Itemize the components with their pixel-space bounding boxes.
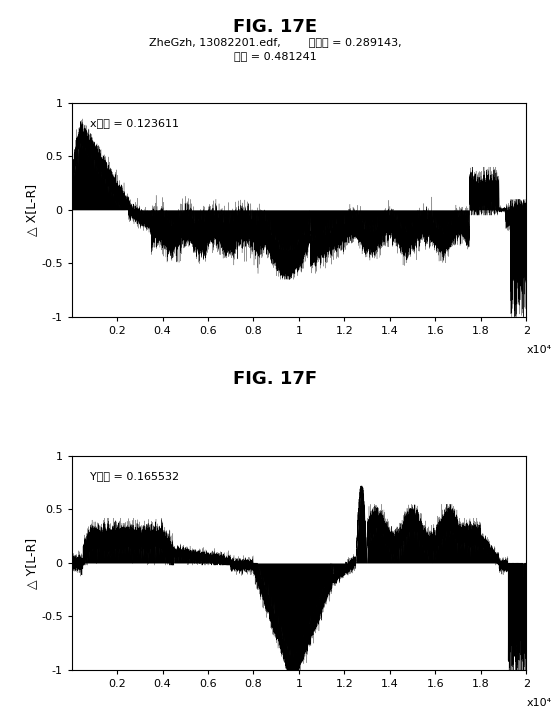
Text: Y分散 = 0.165532: Y分散 = 0.165532 bbox=[90, 471, 179, 481]
Y-axis label: △ X[L-R]: △ X[L-R] bbox=[25, 184, 38, 236]
Y-axis label: △ Y[L-R]: △ Y[L-R] bbox=[25, 537, 38, 588]
Text: x10⁴: x10⁴ bbox=[526, 698, 551, 708]
Text: 相関 = 0.481241: 相関 = 0.481241 bbox=[234, 51, 317, 61]
Text: x10⁴: x10⁴ bbox=[526, 345, 551, 354]
Text: FIG. 17E: FIG. 17E bbox=[234, 18, 317, 35]
Text: FIG. 17F: FIG. 17F bbox=[234, 370, 317, 388]
Text: x分散 = 0.123611: x分散 = 0.123611 bbox=[90, 118, 179, 128]
Text: ZheGzh, 13082201.edf,        全分散 = 0.289143,: ZheGzh, 13082201.edf, 全分散 = 0.289143, bbox=[149, 37, 402, 47]
